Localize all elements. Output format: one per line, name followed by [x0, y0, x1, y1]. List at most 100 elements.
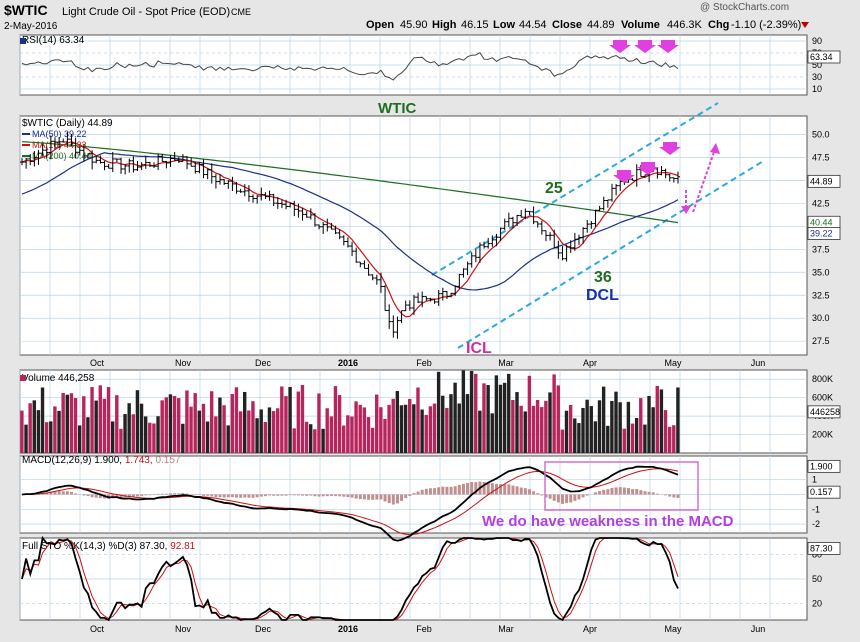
- macd-hist-bar: [362, 494, 366, 500]
- chg-value: -1.10 (-2.39%): [731, 19, 801, 31]
- ma10-line: [21, 140, 679, 318]
- panel-price: [19, 115, 808, 356]
- macd-hist-bar: [618, 487, 622, 495]
- down-arrow-icon: [609, 40, 631, 53]
- volume-bar: [143, 416, 148, 453]
- volume-bar: [313, 429, 317, 453]
- value-tag-text: 39.22: [810, 228, 833, 238]
- value-tag-box: [807, 459, 841, 473]
- x-tick-label: Nov: [175, 358, 192, 368]
- macd-hist-bar: [296, 494, 300, 496]
- volume-bar: [350, 416, 354, 453]
- volume-bar: [441, 395, 445, 453]
- volume-bar: [540, 407, 544, 453]
- volume-bar: [663, 410, 668, 453]
- macd-hist-bar: [457, 484, 461, 495]
- volume-bar: [28, 403, 32, 453]
- macd-hist-bar: [412, 493, 416, 495]
- volume-bar: [490, 413, 494, 453]
- down-arrow-icon: [613, 170, 635, 183]
- macd-hist-bar: [367, 494, 371, 500]
- value-tag-box: [807, 542, 841, 555]
- volume-bar: [292, 428, 296, 453]
- x-tick-label: Oct: [90, 358, 105, 368]
- volume-bar: [461, 370, 466, 453]
- macd-hist-bar: [144, 494, 148, 496]
- volume-bar: [556, 385, 560, 453]
- volume-bar: [597, 400, 602, 453]
- y-tick-label: 30: [812, 72, 822, 82]
- volume-bar: [267, 407, 272, 453]
- macd-hist-bar: [602, 489, 606, 495]
- rsi-line: [21, 52, 679, 81]
- volume-bar: [655, 385, 659, 453]
- volume-bar: [581, 407, 585, 453]
- volume-bar: [573, 418, 577, 453]
- value-tag-box: [807, 50, 841, 64]
- macd-hist-bar: [70, 491, 74, 495]
- volume-bar: [296, 391, 301, 453]
- volume-bar: [53, 406, 57, 453]
- macd-hist-bar: [45, 492, 49, 495]
- y-tick-label: -1: [812, 504, 820, 514]
- macd-hist-bar: [239, 494, 243, 498]
- volume-bar: [119, 428, 123, 453]
- macd-hist-bar: [193, 494, 197, 496]
- volume-bar: [181, 423, 185, 453]
- y-tick-label: -2: [812, 519, 820, 529]
- macd-hist-bar: [466, 482, 470, 495]
- volume-bar: [230, 394, 235, 453]
- macd-hist-bar: [321, 494, 325, 497]
- y-tick-label: 10: [812, 84, 822, 94]
- volume-bar: [176, 398, 181, 453]
- volume-bar: [20, 410, 24, 453]
- macd-hist-bar: [177, 493, 181, 495]
- volume-bar: [82, 396, 86, 453]
- volume-bar: [346, 415, 350, 453]
- volume-bar: [403, 404, 408, 453]
- volume-bar: [251, 401, 255, 453]
- macd-hist-bar: [354, 494, 358, 499]
- dashed-up-arrow: [692, 151, 715, 213]
- value-tag-box: [807, 174, 841, 188]
- macd-hist-bar: [577, 494, 581, 500]
- volume-bar: [242, 391, 247, 453]
- volume-bar: [383, 418, 387, 453]
- macd-hist-bar: [573, 494, 577, 501]
- volume-bar: [61, 392, 65, 453]
- macd-hist-bar: [400, 494, 404, 501]
- volume-bar: [160, 400, 164, 453]
- x-tick-label: Oct: [90, 624, 105, 634]
- macd-hist-bar: [251, 494, 255, 498]
- macd-hist-bar: [383, 494, 387, 502]
- macd-hist-bar: [156, 493, 160, 495]
- volume-value: 446.3K: [667, 19, 703, 31]
- volume-bar: [370, 427, 375, 453]
- volume-bar: [106, 387, 111, 453]
- macd-hist-bar: [305, 494, 309, 496]
- y-tick-label: 800K: [812, 374, 833, 384]
- macd-hist-bar: [218, 494, 222, 498]
- macd-hist-bar: [325, 494, 329, 497]
- y-tick-label: 37.5: [812, 244, 830, 254]
- macd-hist-bar: [49, 491, 53, 495]
- exchange: CME: [231, 7, 251, 17]
- volume-bar: [568, 404, 573, 453]
- volume-bar: [40, 387, 45, 453]
- macd-hist-bar: [552, 494, 556, 501]
- macd-hist-bar: [565, 494, 569, 504]
- macd-hist-bar: [350, 494, 354, 498]
- macd-hist-bar: [441, 486, 445, 495]
- macd-hist-bar: [420, 489, 424, 495]
- macd-hist-bar: [169, 493, 173, 495]
- volume-bar: [73, 398, 78, 453]
- macd-hist-bar: [82, 494, 86, 496]
- x-tick-label: Feb: [416, 358, 432, 368]
- macd-hist-bar: [57, 491, 61, 495]
- macd-hist-bar: [581, 494, 585, 498]
- macd-hist-bar: [185, 493, 189, 495]
- x-tick-label: Mar: [498, 358, 514, 368]
- x-tick-label: May: [664, 624, 682, 634]
- volume-bar: [304, 421, 309, 453]
- volume-bar: [337, 395, 342, 453]
